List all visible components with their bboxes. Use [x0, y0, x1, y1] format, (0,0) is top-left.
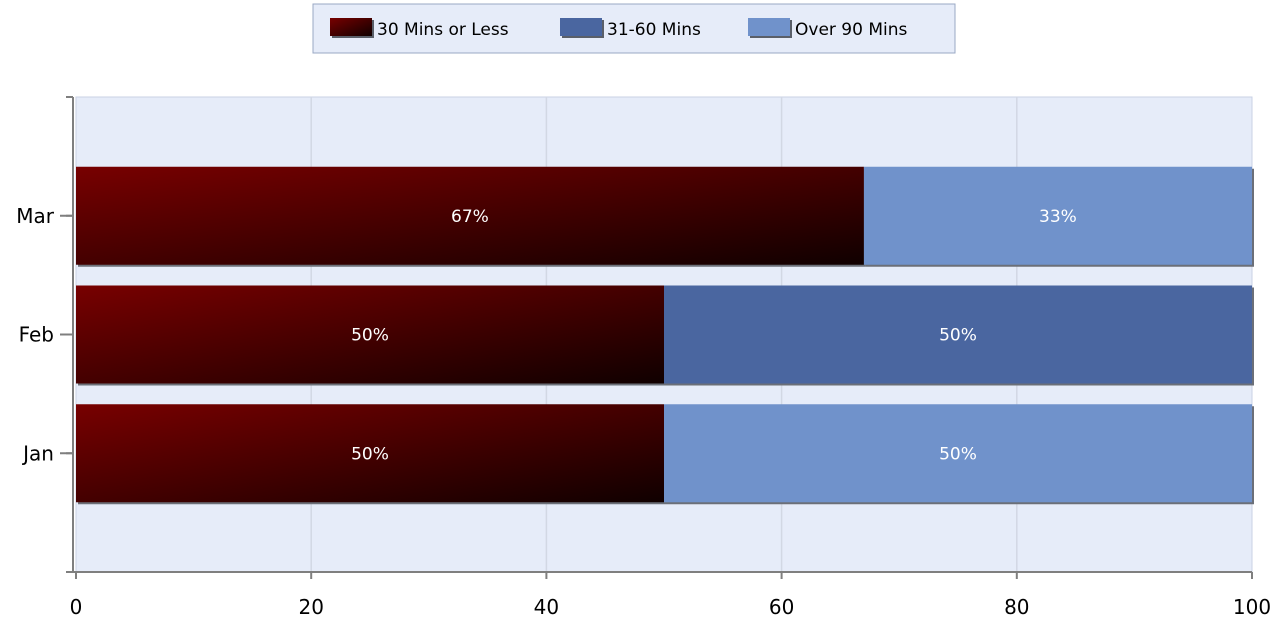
- x-tick-label: 60: [769, 595, 794, 619]
- axes: 0 20 40 60 80 100 Jan Feb Mar: [16, 96, 1271, 619]
- x-tick-label: 80: [1004, 595, 1029, 619]
- x-tick-label: 40: [534, 595, 559, 619]
- bar-segment: [664, 404, 1252, 503]
- legend-label: Over 90 Mins: [795, 20, 907, 40]
- bar-value-label: 50%: [939, 444, 977, 464]
- legend-swatch: [330, 18, 372, 36]
- bar-segment: [76, 285, 664, 384]
- legend-label: 31-60 Mins: [607, 20, 701, 40]
- bar-value-label: 50%: [351, 444, 389, 464]
- bar-segment: [863, 166, 1252, 265]
- bar-segment: [76, 166, 864, 265]
- legend-box: [312, 3, 956, 54]
- legend-swatch: [560, 18, 602, 36]
- bars: 50% 50% 50% 50% 67% 33%: [76, 166, 1254, 505]
- y-tick-label: Jan: [21, 441, 54, 465]
- y-tick-label: Mar: [16, 204, 55, 228]
- legend: 30 Mins or Less 31-60 Mins Over 90 Mins: [312, 3, 956, 54]
- legend-label: 30 Mins or Less: [377, 20, 509, 40]
- x-tick-label: 20: [298, 595, 323, 619]
- bar-value-label: 50%: [351, 326, 389, 346]
- y-tick-label: Feb: [19, 323, 54, 347]
- bar-value-label: 33%: [1039, 207, 1077, 227]
- legend-swatch: [748, 18, 790, 36]
- bar-value-label: 67%: [451, 207, 489, 227]
- bar-value-label: 50%: [939, 326, 977, 346]
- x-tick-label: 100: [1233, 595, 1271, 619]
- bar-segment: [76, 404, 664, 503]
- bar-segment: [664, 285, 1252, 384]
- x-tick-label: 0: [70, 595, 83, 619]
